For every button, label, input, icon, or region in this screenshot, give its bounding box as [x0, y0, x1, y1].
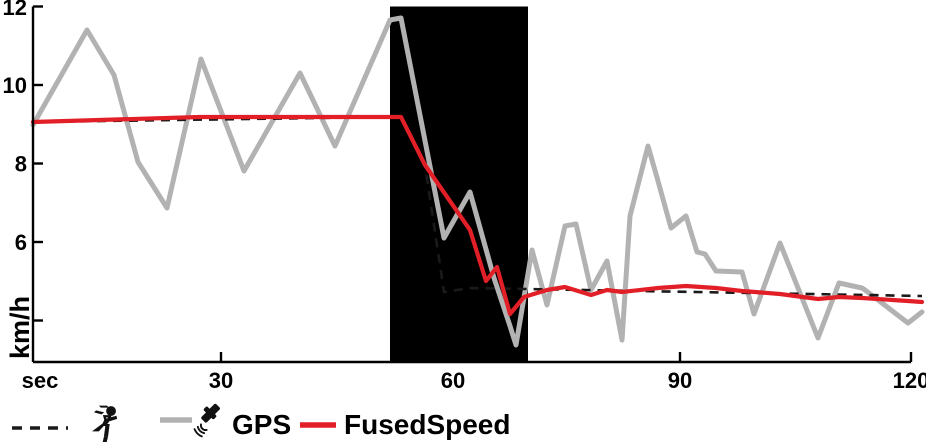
svg-text:90: 90 — [668, 368, 692, 393]
svg-text:FusedSpeed: FusedSpeed — [344, 409, 510, 440]
svg-text:30: 30 — [209, 368, 233, 393]
svg-text:GPS: GPS — [232, 409, 291, 440]
svg-text:km/h: km/h — [5, 296, 35, 359]
svg-text:10: 10 — [3, 73, 27, 98]
svg-text:6: 6 — [15, 230, 27, 255]
svg-text:120: 120 — [893, 368, 926, 393]
svg-text:8: 8 — [15, 152, 27, 177]
svg-text:12: 12 — [3, 0, 27, 20]
svg-text:sec: sec — [22, 368, 59, 393]
svg-text:60: 60 — [441, 368, 465, 393]
